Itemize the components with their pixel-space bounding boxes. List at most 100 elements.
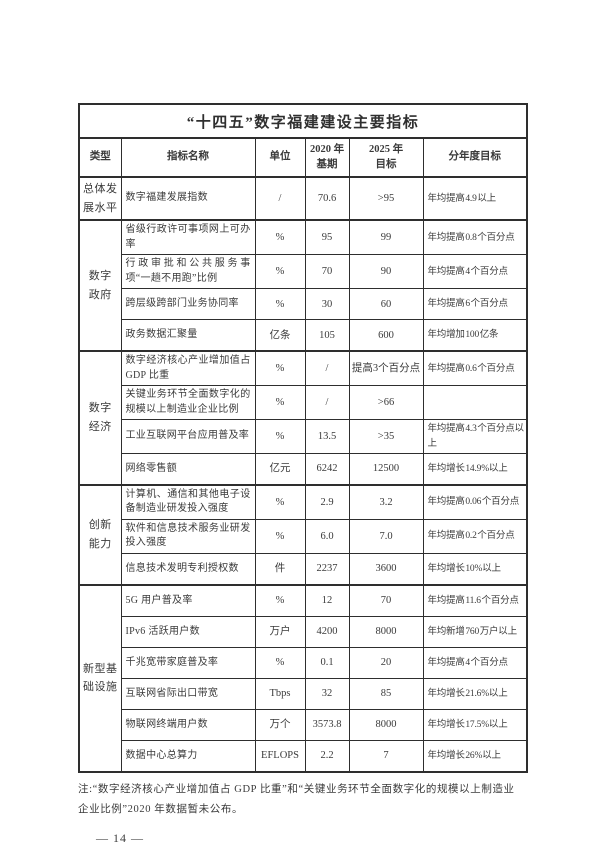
- table-row: 数字 经济 数字经济核心产业增加值占 GDP 比重% / 提高3个百分点 年均提高 0.…: [78, 350, 528, 486]
- unit-cell: %: [254, 254, 306, 290]
- base-2020-cell: /: [304, 385, 350, 421]
- table-row: 数据中心总算力 EFLOPS 2.2 7 年均增长 26%以上: [79, 739, 528, 773]
- base-2020-cell: 6242: [304, 452, 350, 486]
- table-row: 网络零售额 亿元 6242 12500 年均增长 14.9%以上: [79, 452, 528, 486]
- indicator-name-cell: 网络零售额: [120, 452, 256, 486]
- indicator-name-cell: 计算机、通信和其他电子设备制造业研发投入强度: [120, 484, 256, 520]
- group-label-cell: 数字 政府: [78, 219, 122, 352]
- annual-target-cell: 年均增长 10%以上: [422, 552, 528, 586]
- annual-target-cell: 年均提高 0.06 个百分点: [422, 484, 528, 520]
- table-row: 互联网省际出口带宽 Tbps 32 85 年均增长 21.6%以上: [79, 677, 528, 710]
- indicator-name-cell: 软件和信息技术服务业研发投入强度: [120, 518, 256, 554]
- indicator-name-cell: 省级行政许可事项网上可办率: [120, 219, 256, 256]
- annual-target-cell: 年均增长 21.6%以上: [422, 677, 528, 710]
- table-row: 创新 能力 计算机、通信和其他电子设备制造业研发投入强度% 2.9 3.2 年均提高 0…: [78, 484, 528, 586]
- table-row: 工业互联网平台应用普及率% 13.5 >35 年均提高 4.3 个百分点以上: [79, 419, 528, 454]
- col-header-indicator-name: 指标名称: [120, 137, 256, 178]
- indicator-name-cell: IPv6 活跃用户数: [120, 615, 256, 648]
- indicators-table: “十四五”数字福建建设主要指标 类型 指标名称 单位 2020 年 基期 202…: [78, 103, 529, 773]
- table-head: “十四五”数字福建建设主要指标 类型 指标名称 单位 2020 年 基期 202…: [78, 103, 528, 178]
- unit-cell: 亿条: [254, 319, 306, 352]
- unit-cell: /: [254, 176, 306, 221]
- unit-cell: %: [254, 419, 306, 454]
- annual-target-cell: 年均新增 760 万户以上: [422, 615, 528, 648]
- target-2025-cell: >35: [348, 419, 424, 454]
- group-label-cell: 总体发 展水平: [78, 176, 122, 221]
- group-label-cell: 新型基 础设施: [78, 584, 122, 773]
- target-2025-cell: 20: [348, 646, 424, 679]
- target-2025-cell: 12500: [348, 452, 424, 486]
- target-2025-cell: 99: [348, 219, 424, 256]
- target-2025-cell: >66: [348, 385, 424, 421]
- table-row: 行政审批和公共服务事项“一趟不用跑”比例% 70 90 年均提高 4 个百分点: [79, 254, 528, 290]
- annual-target-cell: 年均提高 0.2 个百分点: [422, 518, 528, 554]
- target-2025-cell: 3600: [348, 552, 424, 586]
- indicator-name-cell: 数字福建发展指数: [120, 176, 256, 221]
- base-2020-cell: 13.5: [304, 419, 350, 454]
- base-2020-cell: 12: [304, 584, 350, 617]
- base-2020-cell: 2237: [304, 552, 350, 586]
- indicator-name-cell: 信息技术发明专利授权数: [120, 552, 256, 586]
- indicator-group: 新型基 础设施 5G 用户普及率% 12 70 年均提高 11.6 个百分点 IPv6 活…: [78, 584, 528, 773]
- unit-cell: EFLOPS: [254, 739, 306, 773]
- indicator-name-cell: 工业互联网平台应用普及率: [120, 419, 256, 454]
- indicator-group: 数字 政府 省级行政许可事项网上可办率% 95 99 年均提高 0.8 个百分点 行政审批…: [78, 219, 528, 352]
- target-2025-cell: 60: [348, 288, 424, 321]
- unit-cell: 亿元: [254, 452, 306, 486]
- base-2020-cell: /: [304, 350, 350, 387]
- indicator-name-cell: 政务数据汇聚量: [120, 319, 256, 352]
- base-2020-cell: 2.2: [304, 739, 350, 773]
- annual-target-cell: 年均增长 14.9%以上: [422, 452, 528, 486]
- indicator-name-cell: 5G 用户普及率: [120, 584, 256, 617]
- base-2020-cell: 3573.8: [304, 708, 350, 741]
- unit-cell: %: [254, 646, 306, 679]
- indicator-name-cell: 行政审批和公共服务事项“一趟不用跑”比例: [120, 254, 256, 290]
- indicator-name-cell: 千兆宽带家庭普及率: [120, 646, 256, 679]
- table-row: 跨层级跨部门业务协同率% 30 60 年均提高 6 个百分点: [79, 288, 528, 321]
- unit-cell: %: [254, 584, 306, 617]
- table-row: 关键业务环节全面数字化的规模以上制造业企业比例% / >66: [79, 385, 528, 421]
- indicator-name-cell: 数据中心总算力: [120, 739, 256, 773]
- table-title: “十四五”数字福建建设主要指标: [78, 103, 528, 139]
- target-2025-cell: 90: [348, 254, 424, 290]
- annual-target-cell: [422, 385, 528, 421]
- base-2020-cell: 32: [304, 677, 350, 710]
- table-row: 数字 政府 省级行政许可事项网上可办率% 95 99 年均提高 0.8 个百分点: [78, 219, 528, 352]
- base-2020-cell: 4200: [304, 615, 350, 648]
- table-header-row: 类型 指标名称 单位 2020 年 基期 2025 年 目标 分年度目标: [78, 137, 528, 178]
- footnote: 注:“数字经济核心产业增加值占 GDP 比重”和“关键业务环节全面数字化的规模以…: [78, 783, 515, 816]
- target-2025-cell: 70: [348, 584, 424, 617]
- col-header-2025-target: 2025 年 目标: [348, 137, 424, 178]
- table-title-row: “十四五”数字福建建设主要指标: [78, 103, 528, 139]
- target-2025-cell: >95: [348, 176, 424, 221]
- base-2020-cell: 2.9: [304, 484, 350, 520]
- target-2025-cell: 600: [348, 319, 424, 352]
- col-header-unit: 单位: [254, 137, 306, 178]
- target-2025-cell: 8000: [348, 708, 424, 741]
- group-label-cell: 数字 经济: [78, 350, 122, 486]
- unit-cell: 件: [254, 552, 306, 586]
- base-2020-cell: 95: [304, 219, 350, 256]
- annual-target-cell: 年均增长 17.5%以上: [422, 708, 528, 741]
- indicator-name-cell: 跨层级跨部门业务协同率: [120, 288, 256, 321]
- target-2025-cell: 8000: [348, 615, 424, 648]
- target-2025-cell: 7.0: [348, 518, 424, 554]
- annual-target-cell: 年均提高 4.3 个百分点以上: [422, 419, 528, 454]
- target-2025-cell: 3.2: [348, 484, 424, 520]
- indicator-name-cell: 互联网省际出口带宽: [120, 677, 256, 710]
- indicator-group: 创新 能力 计算机、通信和其他电子设备制造业研发投入强度% 2.9 3.2 年均提高 0…: [78, 484, 528, 586]
- table-row: 信息技术发明专利授权数件 2237 3600 年均增长 10%以上: [79, 552, 528, 586]
- indicator-name-cell: 关键业务环节全面数字化的规模以上制造业企业比例: [120, 385, 256, 421]
- table-row: 新型基 础设施 5G 用户普及率% 12 70 年均提高 11.6 个百分点: [78, 584, 528, 773]
- annual-target-cell: 年均提高 11.6 个百分点: [422, 584, 528, 617]
- page-number: — 14 —: [96, 830, 144, 845]
- base-2020-cell: 70.6: [304, 176, 350, 221]
- annual-target-cell: 年均提高 4 个百分点: [422, 646, 528, 679]
- unit-cell: %: [254, 484, 306, 520]
- annual-target-cell: 年均提高 6 个百分点: [422, 288, 528, 321]
- base-2020-cell: 30: [304, 288, 350, 321]
- target-2025-cell: 85: [348, 677, 424, 710]
- unit-cell: 万个: [254, 708, 306, 741]
